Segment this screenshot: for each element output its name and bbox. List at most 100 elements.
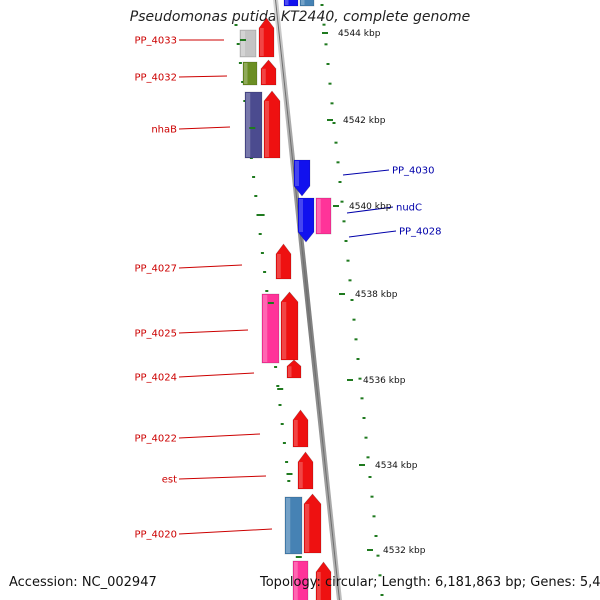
gene-est-shine	[299, 462, 303, 488]
gene-pp4033	[258, 17, 275, 58]
gene-label-pp4027: PP_4027	[134, 264, 177, 275]
gene-label-pp4022: PP_4022	[134, 434, 177, 445]
gene-partial-top-shine	[301, 0, 305, 5]
track-dot-right	[336, 161, 340, 164]
gene-label-pp4030: PP_4030	[392, 166, 435, 177]
track-dot-right	[380, 594, 384, 596]
accession-text: Accession: NC_002947	[9, 575, 157, 590]
track-dot-left	[278, 404, 282, 406]
gene-label-leader	[178, 528, 273, 535]
gene-nhab-partner-shine	[246, 93, 251, 157]
track-dot-left	[252, 176, 256, 178]
track-dot-right	[322, 23, 326, 26]
gene-pp4033-partner-shine	[241, 31, 245, 56]
track-dot-right	[378, 574, 382, 577]
track-dot-left	[241, 81, 245, 83]
track-dot-left	[276, 385, 280, 387]
gene-label-leader	[178, 329, 249, 334]
gene-pp4025-partner	[261, 293, 280, 364]
gene-label-leader	[346, 206, 394, 214]
gene-pp4030	[293, 159, 311, 197]
kbp-tick-label: 4538 kbp	[355, 290, 398, 300]
gene-label-leader	[178, 75, 228, 78]
track-dot-left	[285, 461, 289, 463]
track-dot-left	[282, 442, 286, 444]
gene-partial-bottom-shine	[294, 562, 298, 600]
gene-label-leader	[348, 230, 397, 238]
gene-partial-bottom-shine	[317, 572, 321, 600]
track-dot-left	[260, 252, 264, 254]
gene-partial-top	[299, 0, 315, 7]
gene-label-pp4033: PP_4033	[134, 36, 177, 47]
gene-label-leader	[178, 264, 243, 269]
gene-label-pp4028: PP_4028	[399, 227, 442, 238]
gene-pp4032	[260, 59, 277, 86]
gene-pp4033-partner	[239, 29, 257, 58]
gene-pp4022	[292, 409, 309, 448]
gene-label-nudc: nudC	[396, 203, 422, 214]
gene-pp4020-partner-shine	[286, 498, 291, 553]
track-dot-right	[352, 318, 356, 321]
gene-pp4024	[286, 359, 302, 379]
kbp-tick-label: 4536 kbp	[363, 376, 406, 386]
track-dot-left	[287, 480, 291, 482]
gene-pp4028	[297, 197, 315, 243]
gene-partial-bottom	[315, 561, 332, 600]
gene-label-leader	[178, 126, 231, 130]
track-dot-left	[263, 271, 267, 273]
track-dot-right	[368, 476, 372, 478]
backbone-core	[275, 0, 340, 600]
track-dot-left	[265, 290, 269, 292]
gene-partial-top-shine	[285, 0, 289, 5]
track-dot-right	[334, 141, 338, 144]
track-dot-right	[366, 456, 370, 459]
gene-pp4025-partner-shine	[263, 295, 268, 362]
gene-label-nhab: nhaB	[151, 125, 177, 136]
gene-pp4024-shine	[288, 366, 292, 377]
gene-label-pp4020: PP_4020	[134, 530, 177, 541]
gene-partial-bottom	[292, 560, 309, 600]
gene-pp4020-partner	[284, 496, 303, 555]
gene-label-leader	[178, 372, 255, 378]
gene-pp4028-shine	[299, 199, 303, 232]
track-dot-right	[348, 279, 352, 282]
track-dot-right	[362, 417, 366, 419]
gene-nudc-shine	[317, 199, 321, 233]
gene-pp4032-shine	[262, 68, 266, 84]
gene-pp4027	[275, 243, 292, 280]
track-dot-right	[332, 122, 336, 124]
track-dot-right	[340, 200, 344, 203]
track-dot-right	[346, 259, 350, 262]
gene-partial-top	[283, 0, 299, 7]
track-dot-right	[358, 377, 362, 380]
gene-pp4025	[280, 291, 299, 361]
track-dot-right	[376, 554, 380, 557]
gene-label-pp4025: PP_4025	[134, 329, 177, 340]
gene-nhab-shine	[265, 101, 269, 157]
kbp-tick-label: 4540 kbp	[349, 202, 392, 212]
track-dot-right	[328, 82, 332, 85]
gene-label-pp4032: PP_4032	[134, 73, 177, 84]
gene-pp4033-shine	[260, 28, 264, 56]
gene-pp4020-shine	[305, 504, 310, 552]
gene-label-leader	[178, 475, 267, 480]
track-dot-right	[326, 63, 330, 65]
track-dot-left	[243, 100, 247, 102]
kbp-tick-label: 4534 kbp	[375, 461, 418, 471]
track-dot-right	[360, 397, 364, 400]
track-dot-right	[364, 436, 368, 439]
gene-label-pp4024: PP_4024	[134, 373, 177, 384]
gene-pp4030-shine	[295, 161, 299, 186]
gene-pp4027-shine	[277, 254, 281, 278]
track-dot-left	[254, 195, 258, 197]
track-dot-right	[372, 515, 376, 518]
track-dot-left	[258, 233, 262, 235]
track-dot-right	[374, 535, 378, 537]
track-dot-left	[256, 214, 260, 216]
gene-pp4022-shine	[294, 420, 298, 446]
track-dot-right	[342, 220, 346, 223]
gene-pp4025-shine	[282, 302, 287, 359]
track-dot-left	[280, 423, 284, 425]
track-dot-left	[236, 43, 240, 45]
track-dot-right	[324, 43, 328, 46]
